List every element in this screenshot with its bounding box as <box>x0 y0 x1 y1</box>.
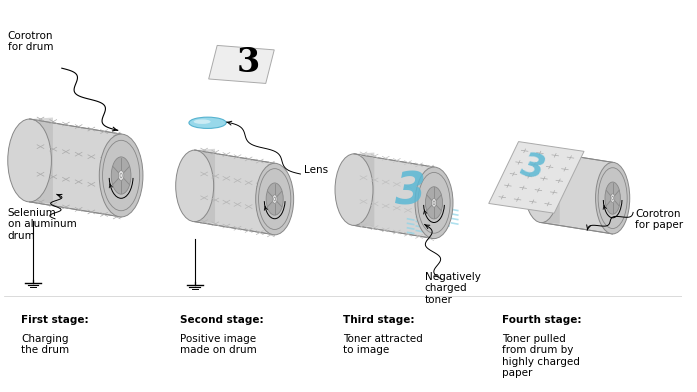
Ellipse shape <box>335 154 373 225</box>
Ellipse shape <box>120 173 122 178</box>
Text: Toner pulled
from drum by
highly charged
paper: Toner pulled from drum by highly charged… <box>503 334 581 379</box>
Ellipse shape <box>425 187 443 219</box>
Ellipse shape <box>418 172 450 233</box>
Ellipse shape <box>611 194 615 202</box>
Ellipse shape <box>274 197 275 201</box>
Text: Toner attracted
to image: Toner attracted to image <box>343 334 423 355</box>
Ellipse shape <box>433 201 435 205</box>
Polygon shape <box>29 118 53 203</box>
Ellipse shape <box>256 163 293 235</box>
Polygon shape <box>354 154 434 239</box>
Text: 3: 3 <box>236 46 260 79</box>
Text: Negatively
charged
toner: Negatively charged toner <box>424 272 480 305</box>
Ellipse shape <box>194 120 210 124</box>
Ellipse shape <box>102 140 139 211</box>
Ellipse shape <box>273 195 277 203</box>
Text: Positive image
made on drum: Positive image made on drum <box>181 334 257 355</box>
Text: 3: 3 <box>395 171 427 214</box>
Text: Third stage:: Third stage: <box>343 315 415 325</box>
Ellipse shape <box>176 150 214 221</box>
Ellipse shape <box>259 169 291 229</box>
Text: Corotron
for paper: Corotron for paper <box>635 209 683 230</box>
Ellipse shape <box>112 157 131 194</box>
Polygon shape <box>542 150 560 224</box>
Ellipse shape <box>189 117 227 129</box>
Text: Fourth stage:: Fourth stage: <box>503 315 582 325</box>
Ellipse shape <box>598 168 627 229</box>
Ellipse shape <box>415 167 453 239</box>
Polygon shape <box>489 142 584 213</box>
Text: First stage:: First stage: <box>21 315 89 325</box>
Ellipse shape <box>266 183 283 215</box>
Polygon shape <box>29 119 121 217</box>
Text: Charging
the drum: Charging the drum <box>21 334 69 355</box>
Ellipse shape <box>605 182 620 214</box>
Polygon shape <box>194 149 215 223</box>
Polygon shape <box>194 150 275 235</box>
Ellipse shape <box>431 198 436 207</box>
Polygon shape <box>354 152 374 227</box>
Ellipse shape <box>99 134 143 217</box>
Polygon shape <box>542 151 613 234</box>
Ellipse shape <box>118 171 124 180</box>
Text: Corotron
for drum: Corotron for drum <box>8 31 53 52</box>
Text: 3: 3 <box>517 149 549 187</box>
Ellipse shape <box>524 151 558 223</box>
Ellipse shape <box>8 119 52 202</box>
Text: Second stage:: Second stage: <box>181 315 264 325</box>
Polygon shape <box>208 45 274 83</box>
Ellipse shape <box>595 162 629 234</box>
Ellipse shape <box>612 196 613 200</box>
Text: Selenium
on aluminum
drum: Selenium on aluminum drum <box>8 207 76 241</box>
Text: Lens: Lens <box>304 165 328 176</box>
